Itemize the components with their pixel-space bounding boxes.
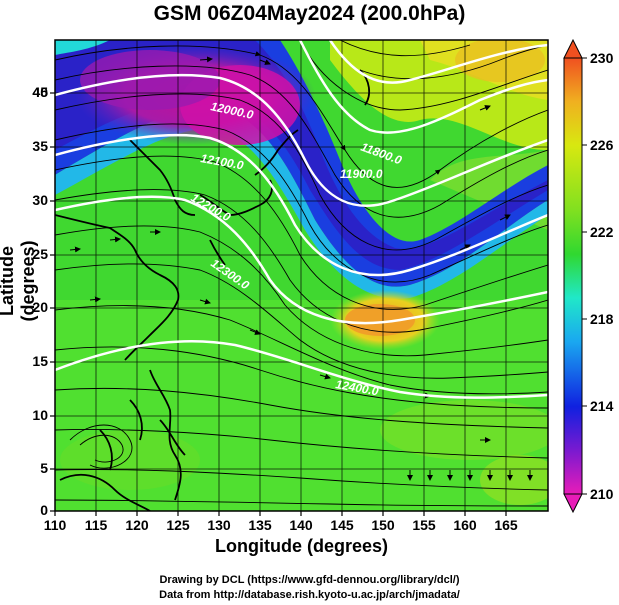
colorbar-tick-label: 218 bbox=[590, 311, 614, 327]
colorbar-tick-label: 214 bbox=[590, 398, 614, 414]
y-tick-label: 40 bbox=[32, 84, 48, 100]
x-tick-label: 125 bbox=[166, 517, 190, 533]
x-tick-label: 120 bbox=[125, 517, 149, 533]
chart-title: GSM 06Z04May2024 (200.0hPa) bbox=[153, 2, 466, 25]
y-tick-label: 30 bbox=[32, 192, 48, 208]
y-tick-label: 20 bbox=[32, 299, 48, 315]
x-tick-label: 140 bbox=[289, 517, 313, 533]
x-axis-label: Longitude (degrees) bbox=[214, 536, 388, 556]
x-tick-label: 145 bbox=[330, 517, 354, 533]
x-tick-label: 135 bbox=[248, 517, 272, 533]
map-field: 12000.0 12100.0 12200.0 12300.0 11800.0 … bbox=[55, 40, 548, 511]
contour-label: 11900.0 bbox=[340, 167, 383, 181]
x-tick-label: 110 bbox=[43, 517, 67, 533]
colorbar bbox=[563, 38, 587, 514]
y-tick-label: 15 bbox=[32, 353, 48, 369]
wind-arrows bbox=[69, 56, 533, 481]
y-tick-label: 10 bbox=[32, 407, 48, 423]
y-tick-label: 35 bbox=[32, 138, 48, 154]
credit-drawing: Drawing by DCL (https://www.gfd-dennou.o… bbox=[159, 574, 460, 586]
y-tick-label: 45 bbox=[32, 84, 48, 100]
credit-data: Data from http://database.rish.kyoto-u.a… bbox=[159, 589, 460, 601]
height-contours bbox=[55, 40, 548, 399]
streamlines bbox=[55, 40, 548, 507]
colorbar-tick-label: 230 bbox=[590, 50, 614, 66]
x-tick-label: 160 bbox=[453, 517, 477, 533]
colorbar-tick-label: 210 bbox=[590, 486, 614, 502]
colorbar-tick-label: 222 bbox=[590, 224, 614, 240]
y-tick-label: 25 bbox=[32, 246, 48, 262]
y-tick-label: 5 bbox=[40, 460, 48, 476]
x-tick-label: 115 bbox=[84, 517, 108, 533]
x-tick-label: 165 bbox=[494, 517, 518, 533]
x-tick-label: 155 bbox=[412, 517, 436, 533]
axis-tick-marks bbox=[50, 92, 507, 516]
x-tick-label: 130 bbox=[207, 517, 231, 533]
x-tick-label: 150 bbox=[371, 517, 395, 533]
y-tick-label: 0 bbox=[40, 502, 48, 518]
colorbar-tick-label: 226 bbox=[590, 137, 614, 153]
